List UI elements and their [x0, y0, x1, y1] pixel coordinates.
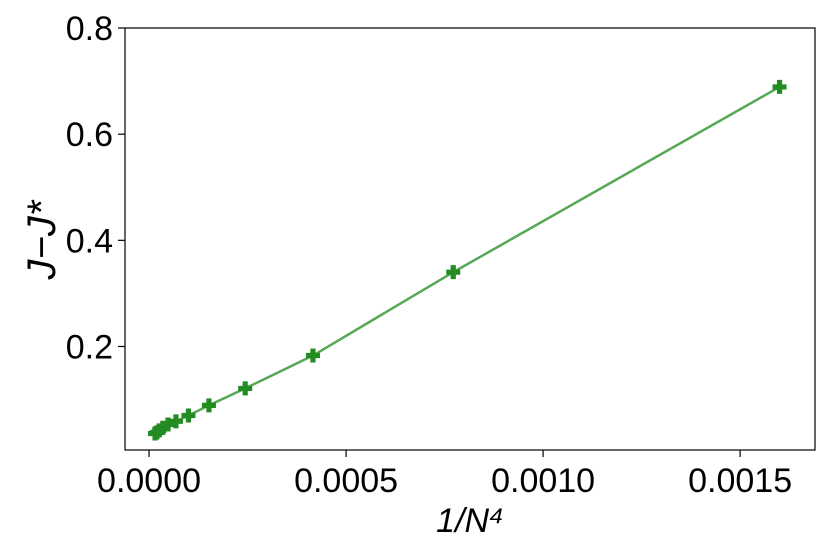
data-point: [161, 417, 176, 432]
x-tick-label: 0.0000: [97, 462, 201, 500]
plot-frame: [124, 27, 816, 451]
x-tick-label: 0.0005: [294, 462, 398, 500]
data-point: [201, 398, 216, 413]
data-point: [446, 265, 461, 280]
y-axis-label: J−J*: [20, 199, 64, 280]
x-axis-label: 1/N⁴: [436, 502, 504, 540]
data-point: [305, 348, 320, 363]
y-tick-label: 0.8: [66, 10, 113, 48]
data-point: [238, 381, 253, 396]
y-tick-label: 0.2: [66, 328, 113, 366]
data-point: [772, 79, 787, 94]
y-tick-label: 0.4: [66, 222, 113, 260]
series-line: [154, 85, 781, 435]
y-tick-label: 0.6: [66, 116, 113, 154]
data-point: [181, 408, 196, 423]
data-point: [148, 426, 163, 441]
x-tick-label: 0.0015: [688, 462, 792, 500]
data-point: [168, 414, 183, 429]
x-tick-label: 0.0010: [491, 462, 595, 500]
data-point: [155, 420, 170, 435]
